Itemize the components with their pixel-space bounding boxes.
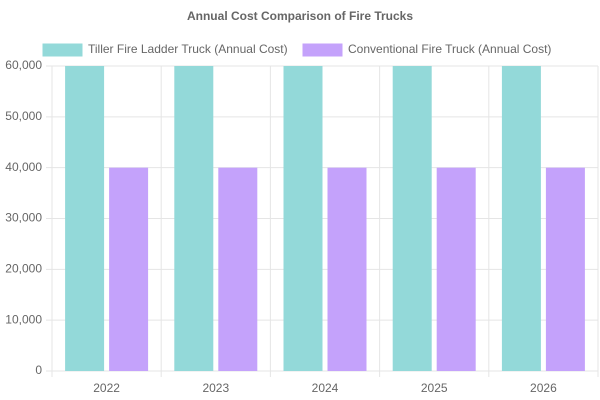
bar	[436, 167, 476, 371]
y-tick-label: 20,000	[5, 262, 42, 276]
y-tick-label: 60,000	[5, 58, 42, 72]
legend-label: Tiller Fire Ladder Truck (Annual Cost)	[88, 42, 288, 56]
y-tick-label: 0	[35, 363, 42, 377]
y-tick-label: 30,000	[5, 211, 42, 225]
chart-title: Annual Cost Comparison of Fire Trucks	[187, 9, 413, 23]
x-tick-label: 2026	[530, 381, 557, 395]
bar	[218, 167, 258, 371]
y-tick-label: 40,000	[5, 160, 42, 174]
x-tick-label: 2025	[421, 381, 448, 395]
bar	[545, 167, 585, 371]
legend-label: Conventional Fire Truck (Annual Cost)	[348, 42, 551, 56]
y-tick-label: 10,000	[5, 312, 42, 326]
bar	[65, 66, 105, 371]
legend-swatch	[302, 43, 343, 57]
bar	[392, 66, 432, 371]
bar	[501, 66, 541, 371]
x-tick-label: 2023	[202, 381, 229, 395]
bar	[283, 66, 323, 371]
x-tick-label: 2022	[93, 381, 120, 395]
legend-swatch	[42, 43, 83, 57]
bar	[109, 167, 149, 371]
x-tick-label: 2024	[312, 381, 339, 395]
y-tick-label: 50,000	[5, 109, 42, 123]
bar	[174, 66, 214, 371]
bar	[327, 167, 367, 371]
